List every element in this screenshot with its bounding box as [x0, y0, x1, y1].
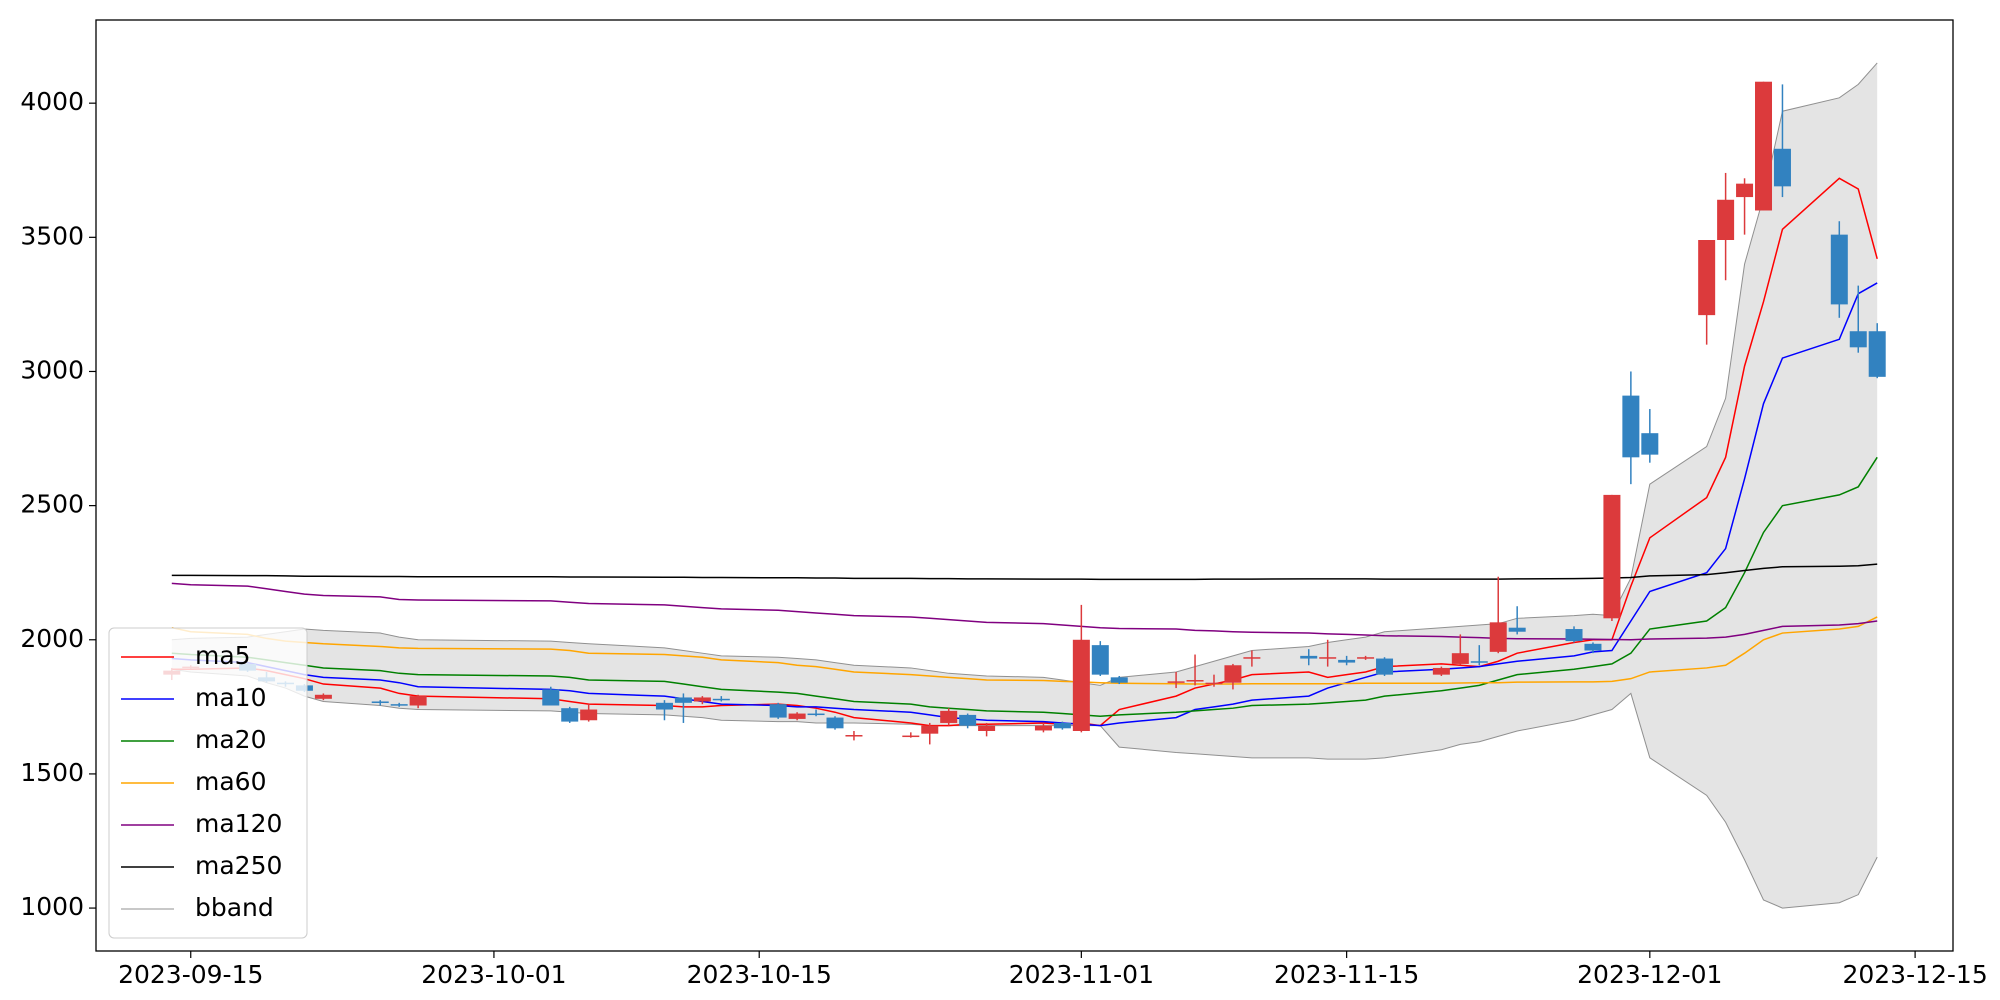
candle-body: [1736, 183, 1754, 198]
ma-line: [171, 563, 1878, 581]
candle-body: [845, 735, 863, 737]
candle-body: [959, 714, 977, 726]
candle-body: [1868, 331, 1886, 377]
y-tick-label: 3000: [20, 355, 84, 384]
legend: ma5 ma10 ma20 ma60 ma120 ma250 bband: [108, 627, 308, 939]
ma-line: [171, 282, 1878, 727]
candle-body: [1300, 655, 1318, 659]
candle-body: [1641, 433, 1659, 455]
candle-body: [542, 689, 560, 706]
candle-body: [1072, 639, 1090, 731]
candle-body: [1376, 658, 1394, 675]
candle-body: [1432, 667, 1450, 675]
candle-body: [580, 709, 598, 721]
y-tick-label: 3500: [20, 221, 84, 250]
candle-body: [1451, 653, 1469, 664]
candle-body: [769, 704, 787, 718]
legend-label: ma120: [195, 809, 282, 838]
candle-body: [1508, 627, 1526, 632]
bband-fill: [171, 62, 1878, 909]
x-tick-label: 2023-10-15: [687, 960, 832, 989]
candle-body: [1243, 657, 1261, 659]
x-tick-label: 2023-09-15: [118, 960, 263, 989]
legend-label: ma250: [195, 851, 282, 880]
x-tick-label: 2023-12-15: [1842, 960, 1987, 989]
candle-body: [1489, 622, 1507, 652]
x-tick-label: 2023-11-01: [1009, 960, 1154, 989]
candle-body: [788, 713, 806, 719]
candle-body: [807, 713, 825, 716]
candle-body: [409, 696, 427, 706]
candle-body: [1224, 665, 1242, 683]
candle-body: [1357, 657, 1375, 659]
candle-body: [655, 702, 673, 710]
candle-body: [902, 735, 920, 738]
y-tick-label: 2000: [20, 624, 84, 653]
candle-body: [1319, 657, 1337, 659]
candle-body: [940, 710, 958, 723]
candle-body: [1167, 681, 1185, 683]
candle-body: [1053, 722, 1071, 729]
x-tick-label: 2023-12-01: [1577, 960, 1722, 989]
candle-body: [826, 717, 844, 729]
y-tick-label: 4000: [20, 87, 84, 116]
candle-body: [1773, 148, 1791, 187]
ma-line: [171, 456, 1878, 717]
candle-body: [1565, 629, 1583, 642]
ma-line: [171, 582, 1878, 641]
x-tick-label: 2023-11-15: [1274, 960, 1419, 989]
candle-body: [1338, 659, 1356, 663]
candle-body: [1603, 494, 1621, 619]
legend-label: bband: [195, 893, 274, 922]
y-tick-label: 1500: [20, 758, 84, 787]
plot-area: [163, 62, 1886, 909]
y-tick-label: 2500: [20, 490, 84, 519]
x-tick-label: 2023-10-01: [421, 960, 566, 989]
legend-label: ma20: [195, 725, 266, 754]
y-tick-label: 1000: [20, 892, 84, 921]
candle-body: [978, 725, 996, 731]
candle-body: [1110, 677, 1128, 683]
bband-upper: [171, 62, 1878, 686]
candle-body: [1849, 331, 1867, 348]
axes: 1000 1500 2000 2500 3000 3500 4000 2023-09-15 20…: [20, 87, 1987, 989]
candle-body: [390, 704, 408, 706]
candle-body: [1091, 645, 1109, 675]
candle-body: [1470, 661, 1488, 663]
candle-body: [1205, 682, 1223, 685]
legend-label: ma10: [195, 683, 266, 712]
legend-box: [108, 627, 308, 939]
candle-body: [561, 708, 579, 722]
legend-label: ma60: [195, 767, 266, 796]
candle-body: [1698, 240, 1716, 316]
candle-body: [921, 725, 939, 734]
candle-body: [1584, 643, 1602, 651]
candle-body: [1186, 680, 1204, 682]
candle-body: [1717, 199, 1735, 241]
candle-body: [693, 697, 711, 702]
candle-body: [1755, 81, 1773, 211]
axes-frame: [95, 19, 1954, 952]
legend-label: ma5: [195, 641, 251, 670]
candle-body: [314, 694, 332, 699]
candle-body: [674, 697, 692, 703]
candle-body: [712, 698, 730, 701]
candle-body: [1622, 395, 1640, 458]
candle-body: [1034, 725, 1052, 731]
ma-line: [171, 616, 1878, 685]
candle-body: [1830, 234, 1848, 305]
candle-body: [371, 701, 389, 703]
